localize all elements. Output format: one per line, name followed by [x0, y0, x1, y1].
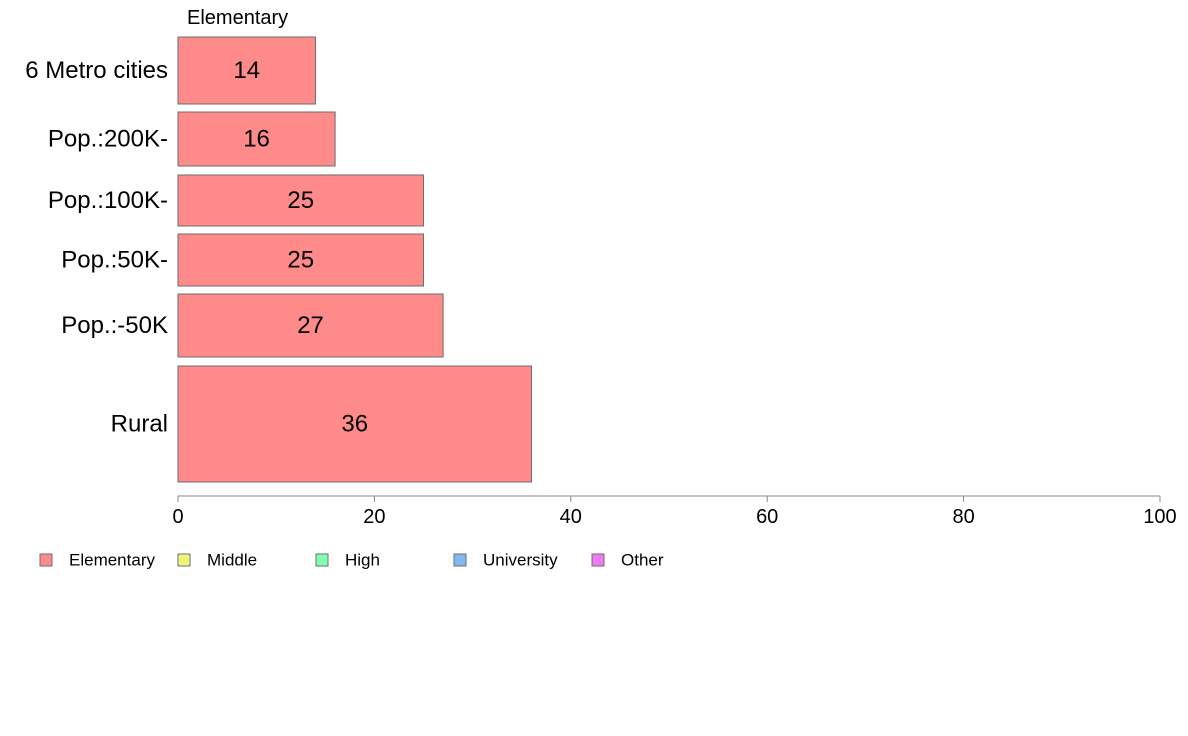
legend-label: Other [621, 551, 664, 570]
legend-swatch [39, 553, 53, 567]
bars-group [177, 36, 533, 483]
value-label: 25 [287, 247, 314, 274]
bar [177, 365, 533, 483]
legend-label: Middle [207, 551, 257, 570]
category-label: Pop.:50K- [61, 247, 168, 274]
category-label: Rural [111, 411, 168, 438]
value-label: 36 [341, 411, 368, 438]
x-tick-label: 40 [560, 506, 582, 528]
value-label: 27 [297, 312, 324, 339]
x-tick-label: 20 [363, 506, 385, 528]
legend-swatch [453, 553, 467, 567]
bar [177, 36, 316, 105]
bar [177, 233, 424, 287]
bar [177, 174, 424, 227]
x-axis: 0 20 40 60 80 100 [172, 495, 1177, 528]
x-tick-label: 60 [756, 506, 778, 528]
legend-label: High [345, 551, 380, 570]
category-labels: 6 Metro cities Pop.:200K- Pop.:100K- Pop.:5… [25, 57, 168, 438]
legend-swatch [177, 553, 191, 567]
legend-label: Elementary [69, 551, 155, 570]
category-label: 6 Metro cities [25, 57, 168, 84]
legend: Elementary Middle High University Other [39, 551, 664, 570]
value-label: 16 [243, 126, 270, 153]
value-label: 14 [233, 57, 260, 84]
legend-label: University [483, 551, 558, 570]
column-title: Elementary [187, 7, 288, 29]
legend-swatch [591, 553, 605, 567]
legend-swatch [315, 553, 329, 567]
category-label: Pop.:200K- [48, 126, 168, 153]
x-tick-label: 100 [1143, 506, 1176, 528]
x-tick-label: 80 [952, 506, 974, 528]
bar [177, 293, 444, 358]
x-tick-label: 0 [172, 506, 183, 528]
value-label: 25 [287, 187, 314, 214]
category-label: Pop.:-50K [61, 312, 168, 339]
category-label: Pop.:100K- [48, 187, 168, 214]
value-labels: 14 16 25 25 27 36 [233, 57, 368, 438]
bar [177, 111, 336, 167]
